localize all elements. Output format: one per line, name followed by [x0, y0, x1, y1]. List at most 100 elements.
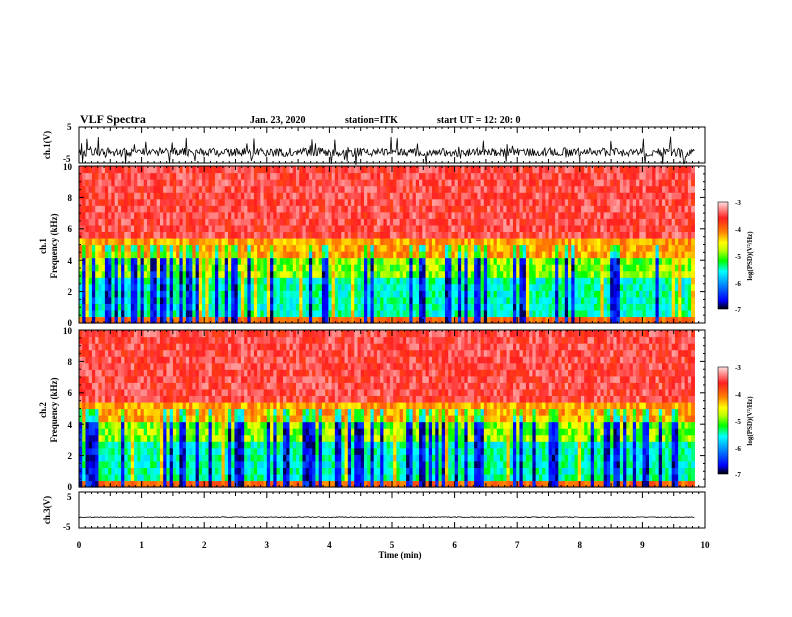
ch1-spectrogram-cell: [266, 179, 271, 187]
ch1-spectrogram-cell: [182, 251, 187, 259]
ch1-spectrogram-cell: [308, 205, 313, 213]
ch1-spectrogram-cell: [289, 172, 294, 180]
ch1-spectrogram-cell: [266, 224, 271, 233]
ch1-spectrogram-cell: [85, 277, 90, 285]
ch1-spectrogram-cell: [91, 264, 96, 272]
ch1-spectrogram-cell: [328, 179, 333, 187]
ch1-spectrogram-cell: [334, 205, 339, 213]
ch1-spectrogram-cell: [257, 185, 261, 193]
ch1-spectrogram-cell: [312, 296, 317, 304]
ch1-spectrogram-cell: [192, 296, 197, 304]
ch1-spectrogram-cell: [691, 218, 695, 226]
ch1-spectrogram-cell: [308, 185, 313, 193]
ch1-spectrogram-cell: [263, 244, 268, 252]
ch1-spectrogram-cell: [208, 224, 213, 233]
ch1-spectrogram-cell: [289, 277, 294, 285]
ch1-spectrogram-cell: [82, 283, 87, 291]
ch1-spectrogram-cell: [257, 296, 261, 304]
ch1-spectrogram-cell: [266, 257, 271, 265]
ch1-spectrogram-cell: [137, 270, 142, 278]
ch1-spectrogram-cell: [276, 303, 281, 311]
ch1-spec-ytick-2: 2: [68, 287, 73, 297]
ch1-spectrogram-cell: [130, 166, 135, 174]
ch1-spectrogram-cell: [205, 244, 210, 252]
ch1-spectrogram-cell: [143, 205, 148, 213]
ch1-spectrogram-cell: [166, 166, 171, 174]
ch1-spectrogram-cell: [227, 303, 232, 311]
ch1-spectrogram-cell: [211, 244, 216, 252]
ch1-spectrogram-cell: [150, 192, 155, 200]
ch1-spectrogram-cell: [321, 224, 326, 233]
ch1-spectrogram-cell: [166, 309, 171, 318]
ch1-spectrogram-cell: [295, 211, 300, 219]
ch1-spectrogram-cell: [247, 192, 252, 200]
ch1-spectrogram-cell: [211, 290, 216, 298]
ch1-spectrogram-cell: [292, 290, 297, 298]
ch1-spectrogram-cell: [215, 166, 219, 174]
ch1-spectrogram-cell: [331, 218, 336, 226]
ch1-spectrogram-cell: [295, 257, 300, 265]
ch1-spectrogram-cell: [172, 218, 177, 226]
ch1-spectrogram-cell: [127, 270, 132, 278]
ch1-spectrogram-cell: [237, 224, 242, 233]
ch1-spectrogram-cell: [108, 244, 112, 252]
ch1-spectrogram-cell: [224, 179, 229, 187]
ch1-spectrogram-cell: [159, 211, 164, 219]
ch1-spectrogram-cell: [295, 218, 300, 226]
ch1-spectrogram-cell: [79, 192, 83, 200]
ch1-spectrogram-cell: [79, 290, 83, 298]
ch1-spectrogram-cell: [127, 290, 132, 298]
ch1-spectrogram-cell: [79, 172, 83, 180]
ch1-spectrogram-cell: [117, 264, 122, 272]
ch1-spectrogram-cell: [276, 231, 281, 239]
ch1-spectrogram-cell: [101, 231, 106, 239]
ch1-spectrogram-cell: [140, 303, 145, 311]
ch1-spectrogram-cell: [263, 270, 268, 278]
ch1-spectrogram-cell: [331, 179, 336, 187]
ch1-spectrogram-cell: [153, 218, 158, 226]
ch1-spectrogram-cell: [114, 172, 119, 180]
ch1-spectrogram-cell: [172, 224, 177, 233]
ch1-spectrogram-cell: [88, 231, 93, 239]
ch1-spectrogram-cell: [124, 283, 129, 291]
ch1-spectrogram-cell: [286, 290, 291, 298]
ch1-spectrogram-cell: [134, 309, 138, 318]
ch1-spectrogram-cell: [244, 309, 249, 318]
ch1-spectrogram-cell: [338, 237, 342, 246]
ch1-spectrogram-cell: [305, 270, 310, 278]
ch1-spectrogram-cell: [202, 309, 206, 318]
ch1-spectrogram-cell: [82, 257, 87, 265]
ch1-spectrogram-cell: [124, 257, 129, 265]
ch1-spectrogram-cell: [104, 231, 109, 239]
ch1-spectrogram-cell: [211, 309, 216, 318]
ch1-spectrogram-cell: [198, 179, 203, 187]
ch1-spectrogram-cell: [279, 231, 284, 239]
ch1-spectrogram-cell: [195, 303, 200, 311]
ch1-spectrogram-cell: [253, 244, 258, 252]
ch1-spectrogram-cell: [82, 309, 87, 318]
ch1-spectrogram-cell: [308, 270, 313, 278]
ch1-spectrogram-cell: [231, 264, 236, 272]
ch1-spectrogram-cell: [176, 185, 180, 193]
ch1-spectrogram-cell: [205, 166, 210, 174]
ch1-spectrogram-cell: [182, 172, 187, 180]
ch1-spectrogram-cell: [140, 290, 145, 298]
ch1-spectrogram-cell: [101, 244, 106, 252]
ch1-spectrogram-cell: [127, 277, 132, 285]
ch1-spectrogram-cell: [156, 231, 161, 239]
ch1-spectrogram-cell: [179, 251, 184, 259]
ch1-spectrogram-cell: [247, 257, 252, 265]
ch1-spectrogram-cell: [218, 198, 223, 206]
ch1-spectrogram-cell: [137, 277, 142, 285]
ch1-spectrogram-cell: [321, 244, 326, 252]
ch1-spectrogram-cell: [328, 172, 333, 180]
ch1-spectrogram-cell: [182, 264, 187, 272]
ch1-spectrogram-cell: [121, 211, 125, 219]
ch1-spectrogram-cell: [257, 257, 261, 265]
ch1-spectrogram-cell: [691, 172, 695, 180]
ch1-spectrogram-cell: [82, 303, 87, 311]
ch1-spectrogram-cell: [192, 283, 197, 291]
ch1-spectrogram-cell: [276, 309, 281, 318]
ch1-spectrogram-cell: [182, 290, 187, 298]
ch1-spectrogram-cell: [305, 257, 310, 265]
